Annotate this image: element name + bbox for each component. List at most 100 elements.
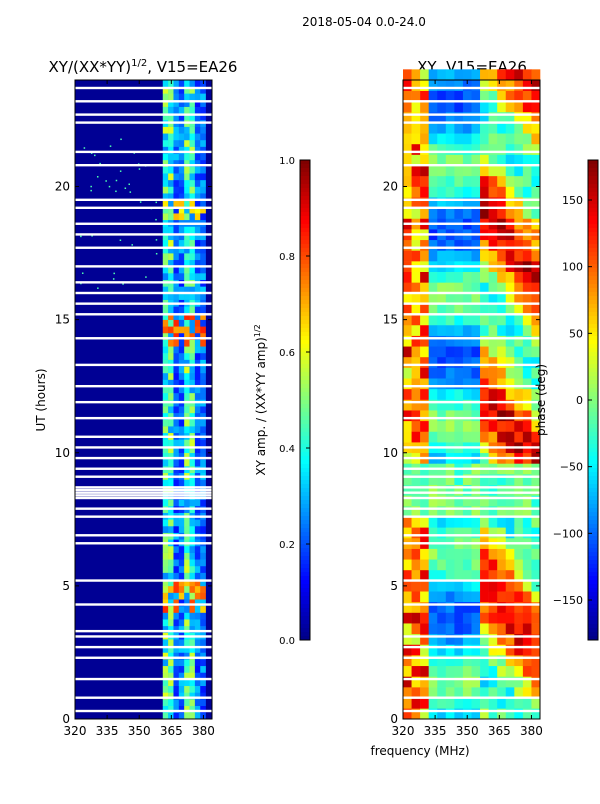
left-heatmap-cell [194,639,201,647]
right-heatmap-cell [497,356,507,368]
right-heatmap-cell [497,506,507,517]
right-heatmap-cell [522,175,532,187]
right-heatmap-cell [437,367,447,379]
right-heatmap-cell [505,250,515,262]
left-heatmap-cell [194,226,201,234]
right-heatmap-cell [488,687,498,698]
flagged-row [403,496,540,500]
colorbar-segment [588,560,598,565]
flagged-row [75,603,212,606]
left-heatmap-cell [184,153,190,161]
left-heatmap-cell [178,239,185,247]
left-heatmap-cell [184,159,190,167]
right-heatmap-cell [411,495,421,507]
colorbar-segment [588,480,598,485]
colorbar-segment [588,632,598,637]
left-heatmap [75,80,212,720]
colorbar-segment [300,416,310,421]
right-heatmap-cell [454,378,464,390]
left-heatmap-cell [178,446,185,454]
right-heatmap-cell [514,644,524,656]
left-heatmap-cell [200,446,206,454]
right-heatmap-cell [428,548,438,560]
right-heatmap-cell [437,484,447,496]
right-heatmap-cell [480,367,489,379]
right-heatmap-cell [411,143,421,155]
right-heatmap-cell [437,143,447,155]
left-heatmap-cell [189,293,196,300]
left-heatmap-cell [189,286,196,294]
right-heatmap-cell [454,90,464,102]
right-heatmap-cell [488,101,498,113]
right-heatmap-cell [428,623,438,635]
right-heatmap-cell [403,101,412,113]
right-heatmap-cell [428,591,438,603]
left-heatmap-cell [173,699,180,706]
right-heatmap-cell [471,548,481,560]
left-heatmap-cell [194,213,201,221]
right-heatmap-cell [403,207,412,219]
right-heatmap-cell [428,516,438,528]
colorbar-segment [588,172,598,177]
left-heatmap-cell [194,479,201,487]
right-heatmap-cell [522,293,532,304]
colorbar-segment [588,308,598,313]
right-heatmap-cell [514,591,524,603]
left-heatmap-cell [200,206,206,214]
flagged-row [403,416,540,420]
right-heatmap-cell [454,165,464,177]
right-heatmap-cell [428,367,438,379]
right-heatmap-cell [428,250,438,262]
right-heatmap-cell [514,367,524,379]
left-heatmap-cell [194,599,201,607]
left-heatmap-cell [162,379,169,387]
left-heatmap-cell [168,179,174,187]
colorbar-segment [300,324,310,329]
right-heatmap-cell [445,474,455,485]
colorbar-segment [588,476,598,481]
right-heatmap-cell [437,548,447,560]
right-heatmap-cell [505,143,515,155]
right-heatmap-cell [480,239,489,251]
right-heatmap-cell [454,474,464,485]
right-heatmap-cell [445,420,455,432]
colorbar-segment [300,492,310,497]
right-heatmap-cell [471,676,481,688]
right-heatmap-cell [411,90,421,102]
left-heatmap-cell [189,386,196,394]
left-heatmap-cell [200,625,206,633]
right-heatmap-cell [454,410,464,422]
right-heatmap-cell [514,346,524,358]
left-heatmap-cell [189,572,196,580]
right-heatmap-cell [420,133,429,145]
right-heatmap-cell [531,474,541,485]
left-heatmap-cell [200,412,206,420]
right-heatmap-cell [403,186,412,198]
right-heatmap-cell [420,165,429,177]
left-heatmap-cell [162,319,169,327]
left-heatmap-cell [162,339,169,347]
left-heatmap-speckle [108,185,111,188]
right-heatmap-cell [488,516,498,528]
colorbar-segment [588,436,598,441]
left-heatmap-cell [168,233,174,241]
colorbar-segment [300,580,310,585]
left-heatmap-cell [173,672,180,680]
right-heatmap-cell [488,239,498,251]
colorbar-segment [588,372,598,377]
left-heatmap-cell [184,93,190,101]
right-heatmap-cell [437,569,447,581]
right-heatmap-cell [403,569,412,581]
left-heatmap-cell [162,259,169,267]
right-heatmap-cell [480,697,489,709]
left-heatmap-cell [184,199,190,207]
right-heatmap-cell [488,356,498,368]
right-heatmap-cell [411,655,421,667]
left-heatmap-cell [200,592,206,600]
left-heatmap-cell [162,133,169,141]
colorbar-segment [588,428,598,433]
left-heatmap-speckle [120,138,122,141]
left-heatmap-cell [184,699,190,706]
right-heatmap-cell [531,644,541,656]
left-heatmap-cell [184,186,190,194]
